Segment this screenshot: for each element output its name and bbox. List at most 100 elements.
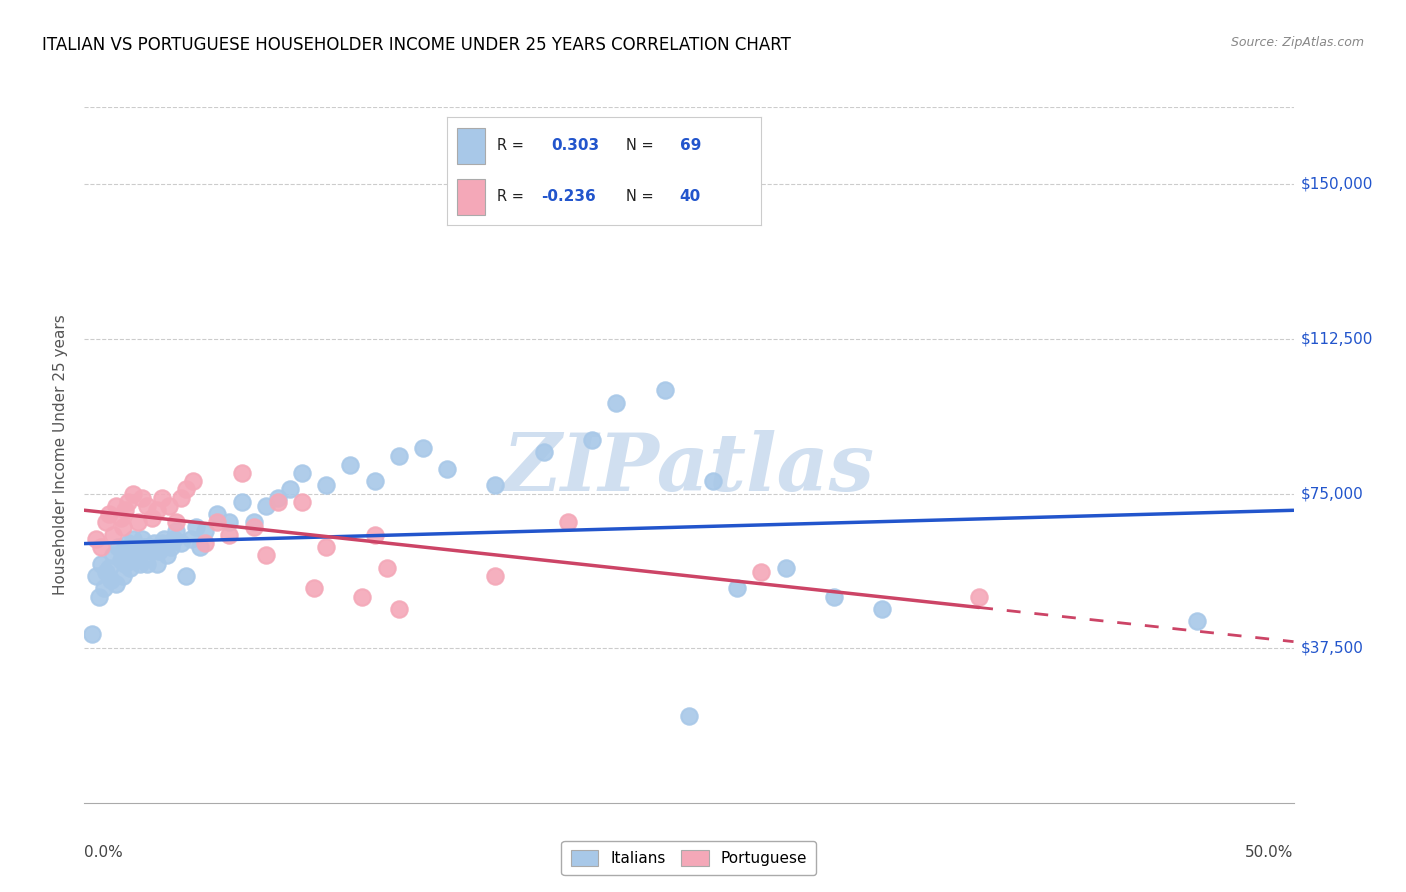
Point [150, 491, 173, 505]
Point [267, 491, 290, 505]
Point [136, 557, 159, 571]
Point [207, 507, 229, 521]
Point [86, 532, 108, 546]
Point [117, 536, 139, 550]
Point [242, 519, 264, 533]
Point [136, 499, 159, 513]
Point [581, 433, 603, 447]
Text: 0.303: 0.303 [551, 138, 599, 153]
Point [278, 483, 301, 497]
Point [484, 478, 506, 492]
Point [170, 491, 193, 505]
Point [97, 507, 120, 521]
Point [170, 536, 193, 550]
Point [678, 709, 700, 723]
Point [412, 441, 434, 455]
Text: R =: R = [498, 189, 529, 203]
Point [148, 544, 170, 558]
Point [153, 532, 176, 546]
Point [967, 590, 990, 604]
Point [150, 536, 173, 550]
Point [180, 532, 202, 546]
Point [388, 602, 411, 616]
Point [184, 519, 207, 533]
Point [103, 528, 125, 542]
Point [702, 474, 724, 488]
Point [104, 577, 127, 591]
Point [131, 491, 153, 505]
FancyBboxPatch shape [457, 179, 485, 215]
Text: R =: R = [498, 138, 529, 153]
Text: $112,500: $112,500 [1301, 332, 1372, 346]
Point [134, 540, 156, 554]
Point [121, 532, 143, 546]
FancyBboxPatch shape [457, 128, 485, 164]
Point [146, 503, 169, 517]
Point [557, 516, 579, 530]
Point [605, 396, 627, 410]
Text: ZIPatlas: ZIPatlas [503, 430, 875, 508]
Point [112, 519, 135, 533]
Point [775, 561, 797, 575]
Point [93, 582, 115, 596]
Point [112, 544, 135, 558]
Text: $150,000: $150,000 [1301, 177, 1372, 192]
Point [112, 569, 135, 583]
Point [363, 528, 385, 542]
Point [339, 458, 361, 472]
Point [436, 462, 458, 476]
Point [190, 540, 212, 554]
Point [194, 524, 217, 538]
Point [267, 495, 290, 509]
Point [80, 626, 103, 640]
Point [231, 495, 253, 509]
Text: 50.0%: 50.0% [1246, 845, 1294, 860]
Y-axis label: Householder Income Under 25 years: Householder Income Under 25 years [53, 315, 69, 595]
Point [138, 540, 160, 554]
Point [363, 474, 385, 488]
Point [375, 561, 398, 575]
Point [90, 540, 112, 554]
Point [654, 384, 676, 398]
Point [165, 516, 187, 530]
Legend: Italians, Portuguese: Italians, Portuguese [561, 841, 817, 875]
Point [174, 569, 197, 583]
Point [207, 516, 229, 530]
Point [141, 544, 163, 558]
Point [131, 532, 153, 546]
Point [388, 450, 411, 464]
Point [146, 557, 169, 571]
Point [103, 549, 125, 563]
Point [114, 503, 136, 517]
Point [143, 536, 166, 550]
Point [194, 536, 217, 550]
Point [165, 524, 187, 538]
Point [872, 602, 894, 616]
Point [124, 540, 146, 554]
Point [87, 590, 110, 604]
Point [291, 495, 314, 509]
Point [94, 565, 117, 579]
Point [117, 495, 139, 509]
Point [110, 511, 132, 525]
Point [157, 536, 180, 550]
Point [315, 540, 337, 554]
Point [120, 561, 142, 575]
Point [129, 557, 152, 571]
Point [254, 499, 277, 513]
Point [100, 573, 122, 587]
Point [302, 582, 325, 596]
Text: $37,500: $37,500 [1301, 640, 1364, 656]
Point [533, 445, 555, 459]
Text: N =: N = [626, 189, 658, 203]
Text: 40: 40 [679, 189, 702, 203]
Point [181, 474, 204, 488]
Point [160, 540, 183, 554]
Point [242, 516, 264, 530]
Point [1185, 615, 1208, 629]
Text: N =: N = [626, 138, 658, 153]
Point [291, 466, 314, 480]
Point [97, 561, 120, 575]
Point [157, 499, 180, 513]
Point [86, 569, 108, 583]
